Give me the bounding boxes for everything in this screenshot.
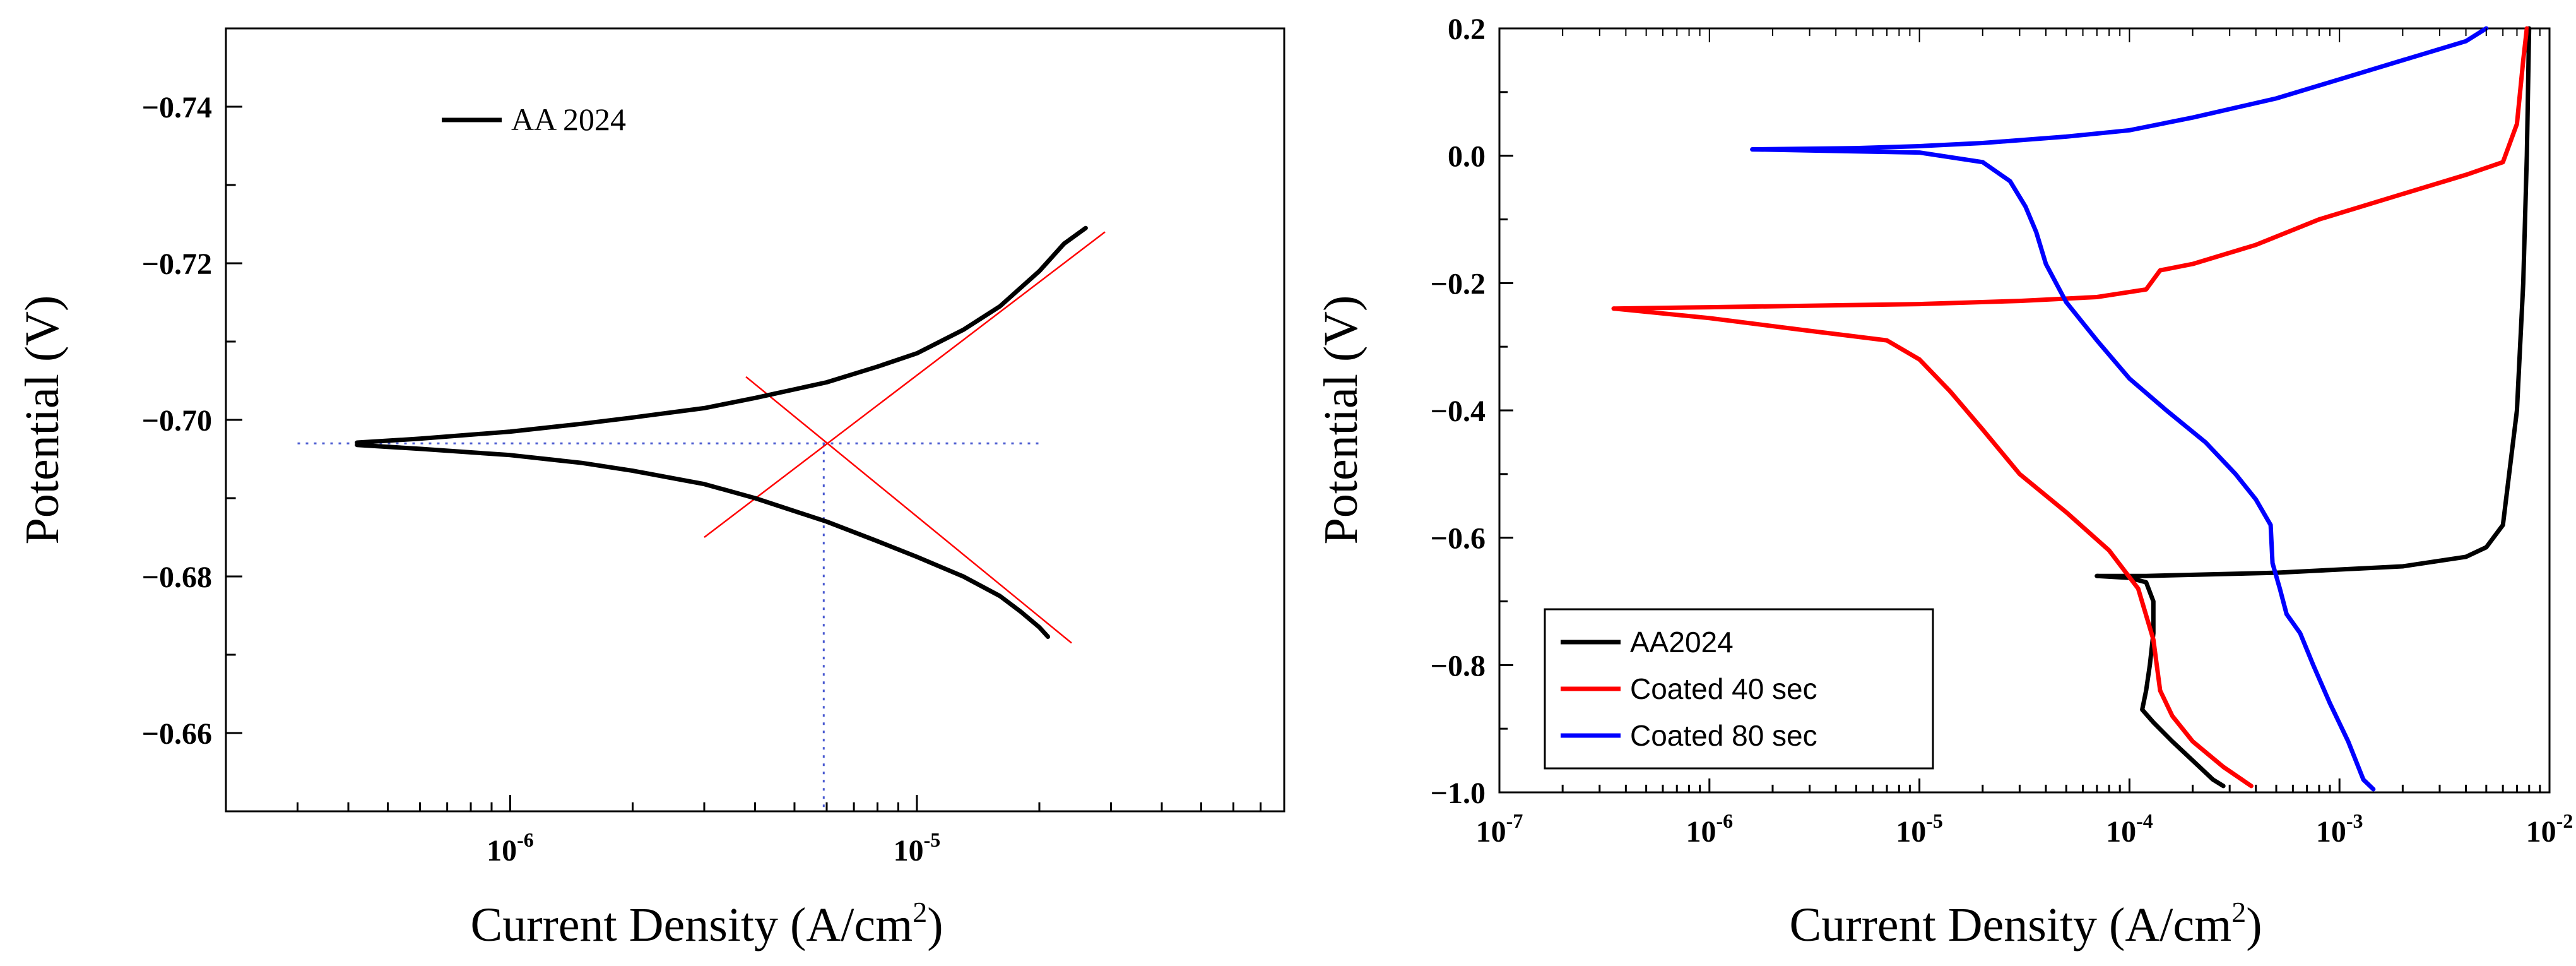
- tafel-line: [704, 231, 1106, 538]
- right-polarization-chart: 0.2 0.0 −0.2 −0.4 −0.6 −0.8 −1.010-7 10-6 10-5 10…: [1315, 13, 2573, 951]
- y-tick-label: −0.74: [142, 91, 212, 124]
- y-tick-label: −0.68: [142, 561, 212, 594]
- legend: AA 2024: [442, 102, 626, 137]
- x-tick-label: 10-3: [2316, 809, 2363, 849]
- y-tick-label: −1.0: [1431, 777, 1486, 810]
- x-tick-label: 10-5: [1896, 809, 1943, 849]
- plot-frame: [225, 27, 1285, 813]
- y-tick-label: −0.4: [1431, 395, 1486, 428]
- legend-label: Coated 80 sec: [1630, 719, 1817, 752]
- tafel-line: [745, 376, 1072, 644]
- y-tick-label: −0.6: [1431, 522, 1486, 556]
- left-polarization-chart: −0.74 −0.72 −0.70 −0.68 −0.66 10-6 10-5 Potenti…: [16, 27, 1285, 951]
- x-tick-label: 10-5: [894, 828, 941, 868]
- legend-label: AA2024: [1630, 626, 1734, 659]
- legend-label: Coated 40 sec: [1630, 672, 1817, 705]
- y-tick-label: −0.2: [1431, 267, 1486, 301]
- x-tick-label: 10-4: [2106, 809, 2153, 849]
- x-tick-label: 10-2: [2526, 809, 2573, 849]
- series-line-coated-80-sec-branch-1: [1750, 147, 2376, 792]
- y-tick-label: −0.66: [142, 717, 212, 751]
- series-line-aa2024-branch-0: [2094, 26, 2532, 578]
- y-tick-label: −0.8: [1431, 649, 1486, 683]
- x-tick-label: 10-7: [1476, 809, 1523, 849]
- series-line-aa2024-branch-1: [2094, 573, 2226, 789]
- x-axis-title: Current Density (A/cm2): [470, 896, 943, 951]
- x-axis-title: Current Density (A/cm2): [1789, 896, 2262, 951]
- y-tick-label: −0.72: [142, 247, 212, 281]
- x-tick-label: 10-6: [487, 828, 534, 868]
- y-axis-title: Potential (V): [16, 295, 69, 545]
- series-line-coated-40-sec-branch-0: [1611, 26, 2529, 311]
- series-line-aa-2024-branch-0: [355, 225, 1088, 445]
- y-axis-title: Potential (V): [1315, 295, 1368, 545]
- series-line-aa-2024-branch-1: [355, 443, 1051, 639]
- legend-label: AA 2024: [511, 102, 626, 137]
- x-tick-label: 10-6: [1686, 809, 1733, 849]
- y-tick-label: 0.2: [1448, 13, 1486, 46]
- y-tick-label: 0.0: [1448, 140, 1486, 174]
- series-line-coated-80-sec-branch-0: [1750, 26, 2489, 152]
- legend: AA2024 Coated 40 sec Coated 80 sec: [1544, 608, 1934, 770]
- y-tick-label: −0.70: [142, 404, 212, 438]
- series-line-coated-40-sec-branch-1: [1611, 306, 2254, 789]
